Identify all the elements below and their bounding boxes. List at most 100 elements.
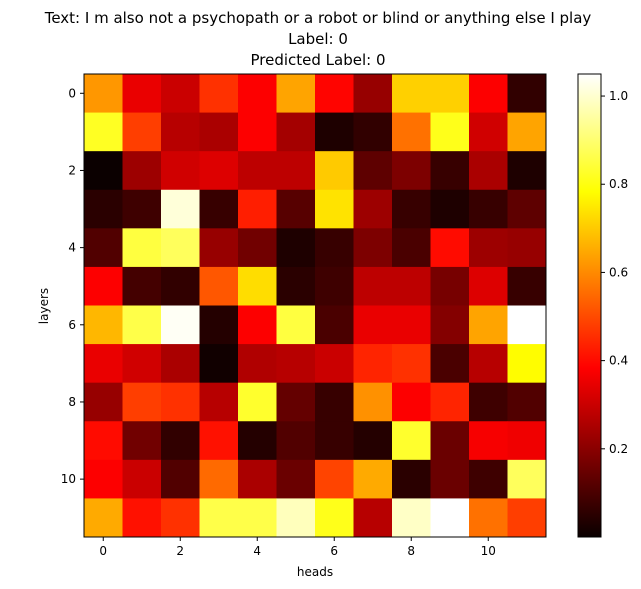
heatmap-cell [276, 498, 316, 538]
heatmap-cell [353, 498, 393, 538]
heatmap-cell [122, 151, 162, 191]
heatmap-cell [315, 421, 354, 461]
heatmap-cell [469, 151, 508, 191]
heatmap-cell [161, 382, 200, 422]
plot-frame [83, 73, 547, 538]
heatmap-cell [238, 421, 277, 461]
heatmap-cell [392, 459, 431, 499]
heatmap-cell [276, 344, 316, 384]
heatmap-cell [84, 189, 123, 229]
colorbar-tick-label: 1.0 [609, 89, 628, 103]
y-tick-label: 8 [68, 395, 76, 409]
x-axis-label: heads [297, 565, 333, 579]
heatmap-cell [469, 421, 508, 461]
x-tick-label: 2 [176, 544, 184, 558]
heatmap-cell [122, 266, 162, 306]
colorbar-tick-label: 0.8 [609, 177, 628, 191]
heatmap-cell [507, 112, 547, 152]
heatmap-cell [430, 228, 470, 268]
heatmap-cell [199, 151, 239, 191]
heatmap-cell [122, 344, 162, 384]
heatmap-cell [84, 305, 123, 345]
heatmap-cell [353, 344, 393, 384]
heatmap-cell [315, 498, 354, 538]
heatmap-cell [430, 266, 470, 306]
heatmap-cell [315, 305, 354, 345]
heatmap-cell [238, 305, 277, 345]
heatmap-cell [353, 459, 393, 499]
heatmap-cell [122, 382, 162, 422]
heatmap-cell [84, 459, 123, 499]
heatmap-cell [199, 305, 239, 345]
heatmap-cell [430, 421, 470, 461]
heatmap-cell [507, 344, 547, 384]
heatmap-cell [84, 151, 123, 191]
heatmap-cell [161, 112, 200, 152]
heatmap-cell [238, 74, 277, 113]
heatmap-cell [507, 498, 547, 538]
colorbar [577, 73, 602, 538]
heatmap-cell [161, 228, 200, 268]
heatmap-cell [392, 266, 431, 306]
x-axis-ticks: 0 2 4 6 8 10 [99, 537, 496, 558]
heatmap-cell [430, 151, 470, 191]
heatmap-cell [430, 382, 470, 422]
heatmap-cell [84, 112, 123, 152]
heatmap-cell [353, 228, 393, 268]
heatmap-cell [315, 344, 354, 384]
heatmap-cell [507, 189, 547, 229]
heatmap-cell [507, 421, 547, 461]
heatmap-cell [199, 459, 239, 499]
heatmap-cell [161, 189, 200, 229]
heatmap-cell [392, 421, 431, 461]
heatmap-cell [507, 459, 547, 499]
heatmap-cell [238, 112, 277, 152]
heatmap-cell [469, 382, 508, 422]
heatmap-cell [353, 151, 393, 191]
heatmap-cell [507, 228, 547, 268]
heatmap-cell [430, 74, 470, 113]
heatmap-cell [238, 189, 277, 229]
heatmap-cell [507, 266, 547, 306]
y-tick-label: 2 [68, 163, 76, 177]
heatmap-cell [469, 305, 508, 345]
heatmap-cell [353, 305, 393, 345]
heatmap-cell [353, 112, 393, 152]
x-tick-label: 10 [481, 544, 496, 558]
x-tick-label: 8 [407, 544, 415, 558]
x-tick-label: 0 [99, 544, 107, 558]
heatmap-cell [161, 344, 200, 384]
heatmap-cell [122, 498, 162, 538]
colorbar-tick-label: 0.4 [609, 354, 628, 368]
heatmap-cell [276, 266, 316, 306]
heatmap-cell [161, 498, 200, 538]
heatmap-cell [276, 305, 316, 345]
heatmap-cell [238, 151, 277, 191]
heatmap-cell [469, 228, 508, 268]
heatmap-cell [122, 189, 162, 229]
heatmap-cell [392, 344, 431, 384]
heatmap-cell [392, 228, 431, 268]
heatmap-cell [469, 112, 508, 152]
heatmap-cell [392, 112, 431, 152]
heatmap-cell [84, 498, 123, 538]
heatmap-cell [122, 305, 162, 345]
heatmap-cell [276, 151, 316, 191]
heatmap-cell [161, 74, 200, 113]
heatmap-cell [392, 498, 431, 538]
heatmap-cell [315, 151, 354, 191]
heatmap-cell [276, 74, 316, 113]
heatmap-cell [276, 459, 316, 499]
colorbar-tick-label: 0.2 [609, 442, 628, 456]
heatmap-cell [161, 305, 200, 345]
heatmap-cell [122, 459, 162, 499]
heatmap-cell [315, 74, 354, 113]
heatmap-cell [392, 151, 431, 191]
heatmap-cell [315, 382, 354, 422]
heatmap-cell [315, 228, 354, 268]
heatmap-cell [469, 74, 508, 113]
heatmap-cell [276, 421, 316, 461]
heatmap-cell [122, 74, 162, 113]
heatmap-cell [84, 421, 123, 461]
